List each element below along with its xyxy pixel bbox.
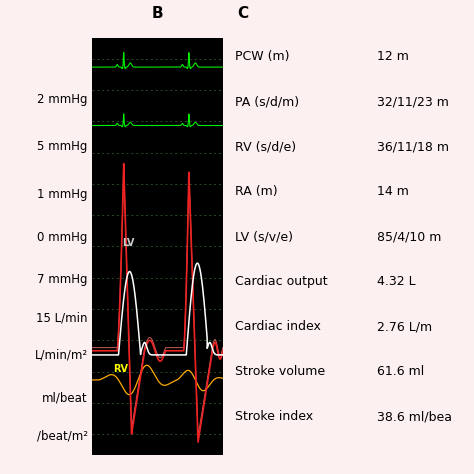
Text: 2 mmHg: 2 mmHg bbox=[37, 93, 88, 106]
Text: 32/11/23 m: 32/11/23 m bbox=[377, 95, 449, 109]
Text: /beat/m²: /beat/m² bbox=[36, 429, 88, 443]
Text: RV: RV bbox=[113, 364, 128, 374]
Text: RV (s/d/e): RV (s/d/e) bbox=[235, 140, 296, 154]
Text: 0 mmHg: 0 mmHg bbox=[37, 230, 88, 244]
Text: 14 m: 14 m bbox=[377, 185, 409, 198]
Text: 15 L/min: 15 L/min bbox=[36, 311, 88, 324]
Text: 61.6 ml: 61.6 ml bbox=[377, 365, 425, 378]
Text: 38.6 ml/bea: 38.6 ml/bea bbox=[377, 410, 452, 423]
Text: 12 m: 12 m bbox=[377, 50, 409, 64]
Text: RA (m): RA (m) bbox=[235, 185, 277, 198]
Text: 7 mmHg: 7 mmHg bbox=[37, 273, 88, 286]
Text: 5 mmHg: 5 mmHg bbox=[37, 140, 88, 154]
Text: LV (s/v/e): LV (s/v/e) bbox=[235, 230, 292, 243]
Text: Cardiac output: Cardiac output bbox=[235, 275, 328, 288]
Text: L/min/m²: L/min/m² bbox=[35, 349, 88, 362]
Text: 4.32 L: 4.32 L bbox=[377, 275, 416, 288]
Text: ml/beat: ml/beat bbox=[42, 392, 88, 405]
Text: PCW (m): PCW (m) bbox=[235, 50, 289, 64]
Text: 85/4/10 m: 85/4/10 m bbox=[377, 230, 442, 243]
Text: B: B bbox=[152, 6, 164, 21]
Text: PA (s/d/m): PA (s/d/m) bbox=[235, 95, 299, 109]
Text: Stroke index: Stroke index bbox=[235, 410, 313, 423]
Text: 36/11/18 m: 36/11/18 m bbox=[377, 140, 449, 154]
Text: Cardiac index: Cardiac index bbox=[235, 320, 320, 333]
Text: LV: LV bbox=[122, 238, 135, 248]
Text: C: C bbox=[237, 6, 248, 21]
Text: 2.76 L/m: 2.76 L/m bbox=[377, 320, 432, 333]
Text: Stroke volume: Stroke volume bbox=[235, 365, 325, 378]
Text: 1 mmHg: 1 mmHg bbox=[37, 188, 88, 201]
